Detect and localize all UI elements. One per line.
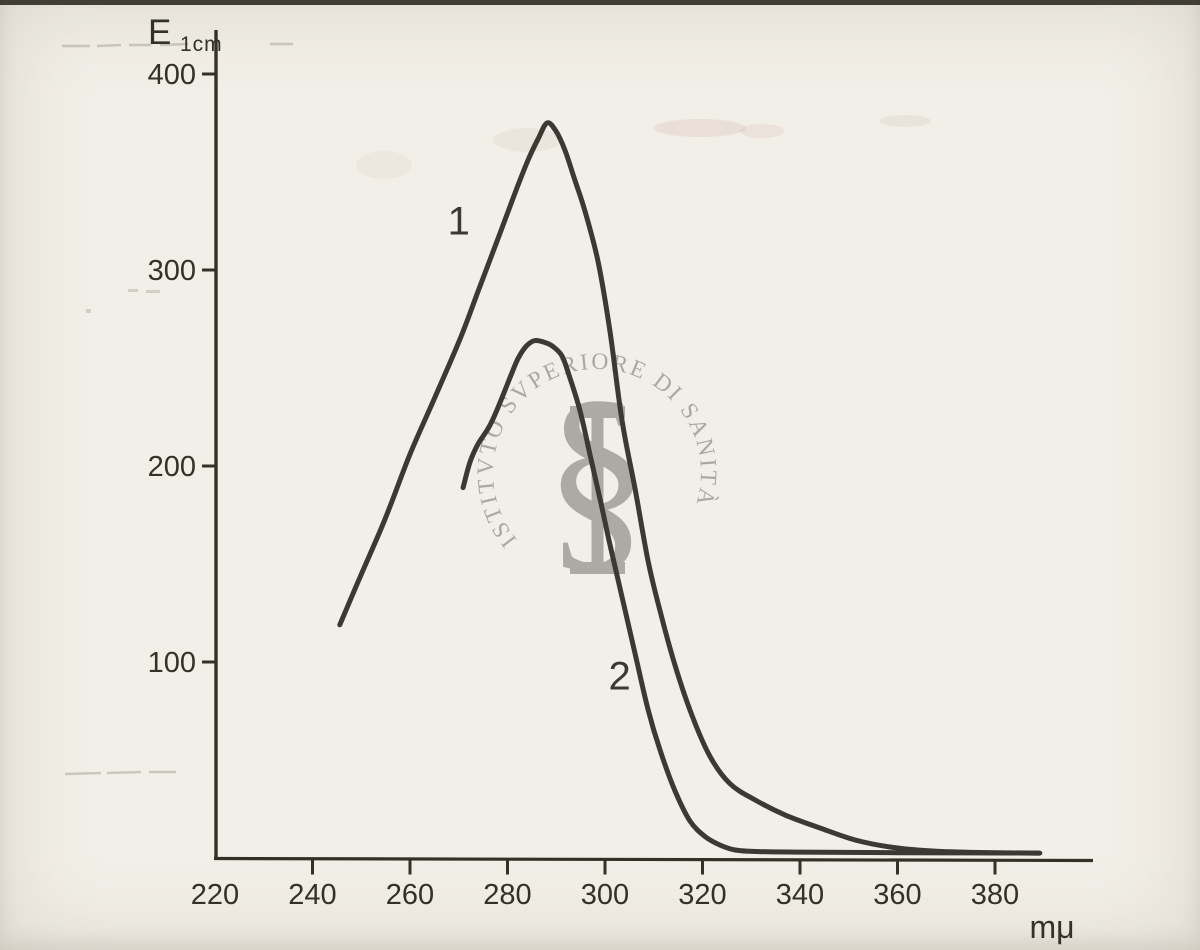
axes bbox=[213, 30, 1094, 863]
photo-top-border bbox=[0, 0, 1200, 5]
y-ticks: 100 200 300 400 bbox=[148, 59, 216, 679]
x-tick-label: 300 bbox=[581, 879, 629, 911]
y-tick-label: 400 bbox=[148, 59, 196, 91]
curve-1 bbox=[337, 120, 1043, 856]
y-tick-label: 100 bbox=[148, 647, 196, 679]
x-ticks: 220 240 260 280 300 320 340 360 380 bbox=[191, 859, 1019, 911]
curve-labels: 12 bbox=[448, 200, 631, 699]
x-tick-label: 260 bbox=[386, 879, 434, 911]
y-tick-label: 200 bbox=[148, 451, 196, 483]
x-tick-label: 240 bbox=[288, 879, 336, 911]
y-tick-label: 300 bbox=[148, 255, 196, 287]
x-axis-line bbox=[213, 856, 1094, 863]
x-tick-label: 320 bbox=[678, 879, 726, 911]
curve-2-label: 2 bbox=[609, 654, 631, 698]
x-tick-label: 360 bbox=[873, 879, 921, 911]
curve-2 bbox=[460, 337, 1042, 856]
x-tick-label: 340 bbox=[776, 879, 824, 911]
y-axis-title: E bbox=[148, 13, 171, 52]
x-tick-label: 220 bbox=[191, 879, 239, 911]
watermark-seal: ISTITVTO SVPERIORE DI SANITÀ § bbox=[473, 349, 719, 591]
x-tick-label: 380 bbox=[971, 879, 1019, 911]
curves bbox=[337, 120, 1043, 856]
y-axis-title-sub: 1cm bbox=[180, 33, 223, 56]
curve-1-label: 1 bbox=[448, 200, 470, 244]
x-tick-label: 280 bbox=[483, 879, 531, 911]
x-axis-unit-label: mμ bbox=[1029, 909, 1074, 945]
